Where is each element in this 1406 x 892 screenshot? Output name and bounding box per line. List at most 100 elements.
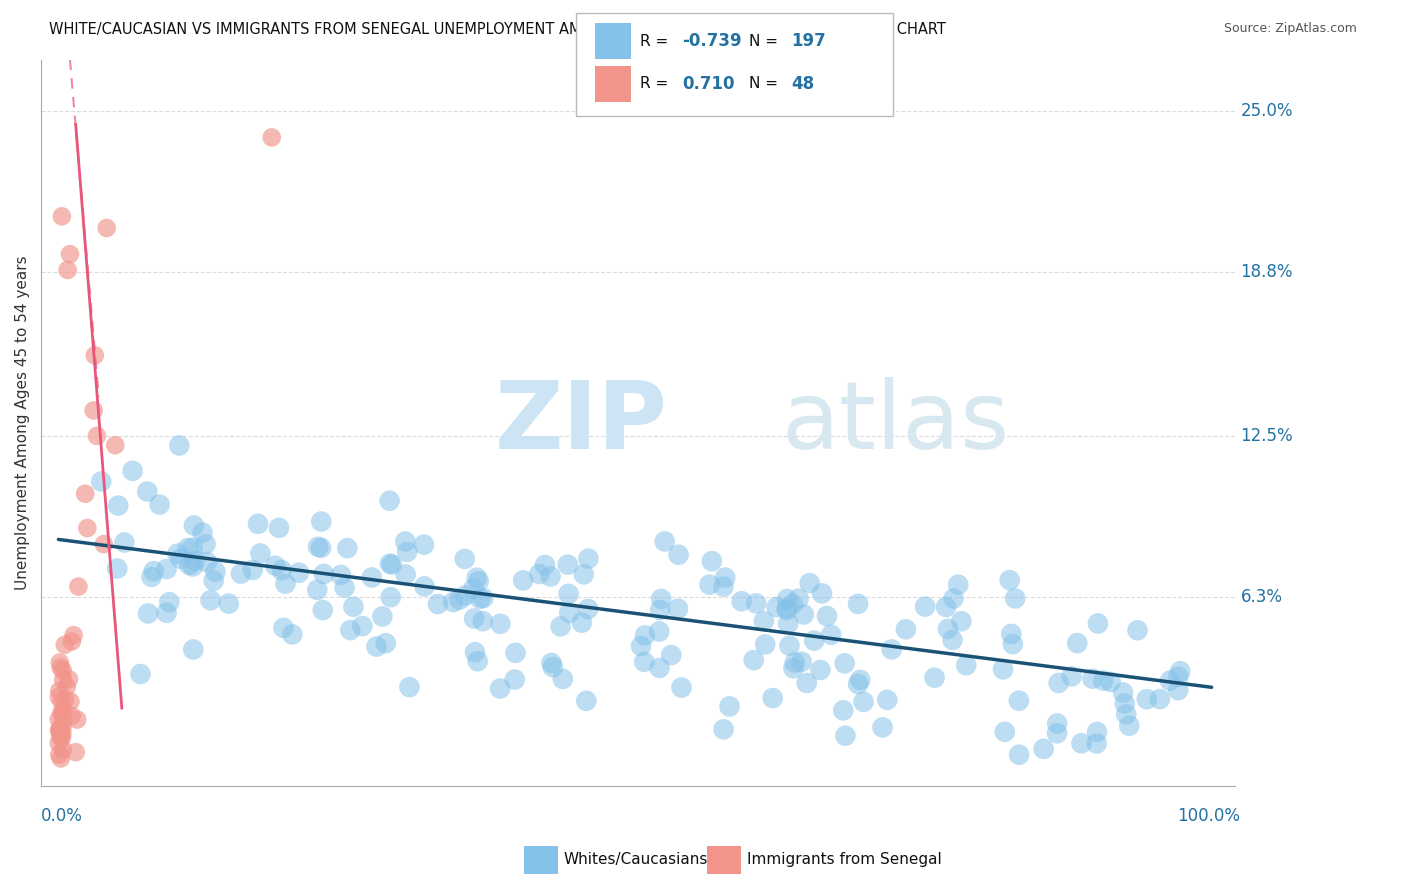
Point xyxy=(648,661,671,675)
Text: R =: R = xyxy=(640,34,668,48)
Point xyxy=(121,464,143,478)
Point xyxy=(52,714,75,729)
Point xyxy=(181,559,204,574)
Point xyxy=(112,535,135,549)
Point xyxy=(872,720,894,734)
Point xyxy=(75,486,97,500)
Y-axis label: Unemployment Among Ages 45 to 54 years: Unemployment Among Ages 45 to 54 years xyxy=(15,255,30,590)
Point xyxy=(776,603,799,617)
Point xyxy=(136,484,159,499)
Point xyxy=(60,634,83,648)
Point xyxy=(352,619,374,633)
Point xyxy=(575,694,598,708)
Point xyxy=(467,654,489,668)
Point xyxy=(811,586,834,600)
Point xyxy=(449,592,471,607)
Point xyxy=(648,603,671,617)
Point xyxy=(914,599,936,614)
Point xyxy=(572,567,595,582)
Text: Source: ZipAtlas.com: Source: ZipAtlas.com xyxy=(1223,22,1357,36)
Point xyxy=(894,622,917,636)
Point xyxy=(1070,736,1092,750)
Text: 18.8%: 18.8% xyxy=(1240,263,1294,281)
Point xyxy=(202,574,225,588)
Point xyxy=(463,582,485,596)
Point xyxy=(195,555,218,569)
Point xyxy=(170,551,193,566)
Point xyxy=(90,475,112,489)
Point xyxy=(576,551,599,566)
Point xyxy=(48,723,70,738)
Point xyxy=(463,611,485,625)
Point xyxy=(745,596,768,610)
Point xyxy=(249,547,271,561)
Point xyxy=(783,656,806,670)
Point xyxy=(650,591,672,606)
Point xyxy=(288,566,311,580)
Point xyxy=(51,695,73,709)
Point xyxy=(799,576,821,591)
Point xyxy=(1000,627,1022,641)
Point xyxy=(53,692,76,706)
Point xyxy=(730,594,752,608)
Point xyxy=(454,589,477,603)
Point xyxy=(659,648,682,662)
Point xyxy=(994,724,1017,739)
Point xyxy=(274,576,297,591)
Point xyxy=(832,703,855,717)
Point xyxy=(394,534,416,549)
Point xyxy=(955,658,977,673)
Point xyxy=(465,571,488,585)
Point xyxy=(86,429,108,443)
Point xyxy=(49,751,72,765)
Text: ZIP: ZIP xyxy=(495,376,668,468)
Point xyxy=(56,680,79,694)
Point xyxy=(49,723,72,738)
Point xyxy=(787,591,810,606)
Point xyxy=(93,537,115,551)
Point xyxy=(810,663,832,677)
Point xyxy=(104,438,127,452)
Point xyxy=(1115,707,1137,722)
Point xyxy=(454,552,477,566)
Point xyxy=(155,562,177,576)
Point xyxy=(576,602,599,616)
Point xyxy=(270,563,292,577)
Point xyxy=(181,642,204,657)
Point xyxy=(48,712,70,726)
Point xyxy=(512,574,534,588)
Point xyxy=(1085,737,1108,751)
Point xyxy=(880,642,903,657)
Point xyxy=(1167,683,1189,698)
Text: 25.0%: 25.0% xyxy=(1240,103,1294,120)
Text: N =: N = xyxy=(749,34,779,48)
Point xyxy=(1092,673,1115,688)
Point xyxy=(374,636,396,650)
Point xyxy=(796,676,818,690)
Point xyxy=(83,403,105,417)
Point xyxy=(714,571,737,585)
Point xyxy=(51,727,73,741)
Point xyxy=(941,632,963,647)
Point xyxy=(309,515,332,529)
Point xyxy=(65,745,87,759)
Point xyxy=(467,574,489,589)
Point xyxy=(1167,670,1189,684)
Point xyxy=(489,616,512,631)
Point xyxy=(49,660,72,674)
Point xyxy=(471,614,494,628)
Point xyxy=(762,691,785,706)
Point xyxy=(398,680,420,694)
Point xyxy=(381,558,404,572)
Point xyxy=(281,627,304,641)
Point xyxy=(765,600,787,615)
Point xyxy=(782,661,804,675)
Point xyxy=(489,681,512,696)
Point xyxy=(557,558,579,572)
Point xyxy=(1008,747,1031,762)
Point xyxy=(52,664,75,678)
Point xyxy=(148,498,170,512)
Point xyxy=(339,623,361,637)
Point xyxy=(790,655,813,669)
Point xyxy=(52,704,75,718)
